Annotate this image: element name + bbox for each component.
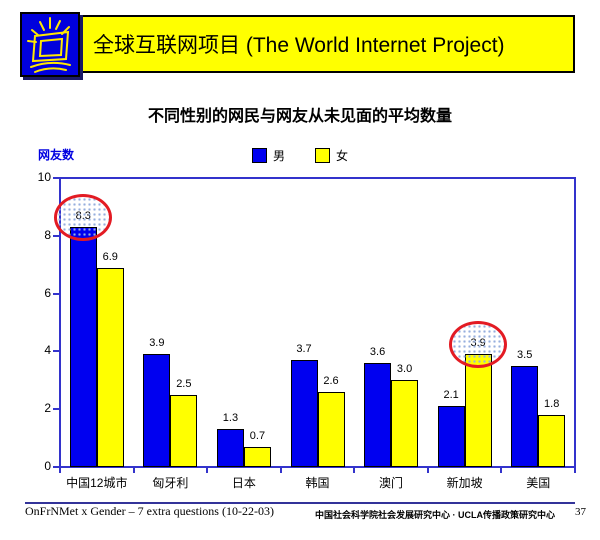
header-title: 全球互联网项目 (The World Internet Project) [93, 34, 505, 57]
x-axis-label: 中国12城市 [66, 476, 128, 490]
x-axis-label: 新加坡 [446, 476, 483, 490]
bar-男-新加坡 [437, 406, 465, 467]
x-tick [206, 467, 209, 473]
bar-女-新加坡 [464, 354, 492, 467]
legend-label: 女 [336, 149, 349, 163]
x-axis-label: 匈牙利 [152, 476, 189, 490]
y-tick [53, 408, 59, 411]
legend-label: 男 [272, 149, 285, 163]
bar-value-label: 2.5 [176, 377, 192, 390]
bar-value-label: 6.9 [102, 250, 118, 263]
bar-value-label: 2.6 [323, 374, 339, 387]
x-tick [574, 467, 576, 473]
bar-value-label: 3.7 [296, 343, 312, 356]
y-tick-label: 2 [44, 401, 51, 416]
bar-value-label: 2.1 [443, 389, 459, 402]
header-banner: 全球互联网项目 (The World Internet Project) [25, 15, 575, 73]
bar-男-韩国 [290, 360, 318, 467]
y-tick-label: 0 [44, 459, 51, 473]
legend-item-女: 女 [315, 147, 348, 164]
x-axis-label: 美国 [526, 476, 551, 490]
bar-value-label: 3.5 [517, 348, 533, 361]
bar-男-日本 [216, 429, 244, 467]
bar-value-label: 3.6 [369, 345, 386, 358]
bar-value-label: 1.8 [544, 397, 560, 410]
y-tick-label: 6 [44, 285, 51, 300]
legend-item-男: 男 [251, 147, 285, 164]
legend-swatch-icon [251, 148, 267, 163]
x-axis-label: 韩国 [305, 476, 330, 490]
annotation-circle-8.3 [54, 193, 113, 241]
bar-value-label: 0.7 [249, 429, 266, 442]
footer-credits: 中国社会科学院社会发展研究中心 · UCLA传播政策研究中心 [315, 510, 555, 520]
y-tick [53, 350, 59, 353]
bar-女-中国12城市 [96, 267, 124, 467]
bar-女-匈牙利 [170, 394, 198, 467]
bar-女-美国 [538, 414, 566, 467]
y-tick [53, 466, 59, 468]
annotation-circle-3.9 [449, 320, 508, 368]
legend-swatch-icon [315, 148, 330, 163]
bar-女-澳门 [391, 380, 419, 467]
project-logo-icon [20, 12, 80, 77]
x-tick [132, 467, 135, 473]
page-number: 37 [575, 506, 586, 518]
y-tick [53, 292, 59, 295]
y-tick [53, 234, 59, 237]
y-tick-label: 4 [44, 343, 51, 358]
slide-title: 不同性别的网民与网友从未见面的平均数量 [147, 108, 452, 125]
bar-男-匈牙利 [143, 354, 171, 467]
chart-legend: 男女 [0, 147, 600, 164]
bar-value-label: 3.9 [149, 337, 165, 350]
x-tick [353, 467, 356, 473]
x-axis-label: 澳门 [379, 476, 404, 490]
plot-area [59, 177, 576, 468]
x-tick [279, 467, 282, 473]
bar-女-韩国 [317, 391, 345, 467]
bar-男-澳门 [364, 362, 392, 467]
y-tick-label: 8 [44, 227, 51, 242]
footer-divider [25, 502, 575, 504]
x-tick [426, 467, 429, 473]
y-tick-label: 10 [37, 170, 51, 184]
x-tick [59, 467, 61, 473]
y-tick [53, 177, 59, 179]
bar-value-label: 3.0 [396, 363, 413, 376]
x-tick [500, 467, 503, 473]
bar-女-日本 [243, 446, 271, 467]
footer-note: OnFrNMet x Gender – 7 extra questions (1… [25, 504, 274, 518]
bar-value-label: 1.3 [222, 412, 239, 425]
bar-男-中国12城市 [69, 227, 97, 467]
bar-男-美国 [511, 365, 539, 467]
y-axis-title: 网友数 [38, 148, 75, 162]
x-axis-label: 日本 [231, 476, 256, 490]
